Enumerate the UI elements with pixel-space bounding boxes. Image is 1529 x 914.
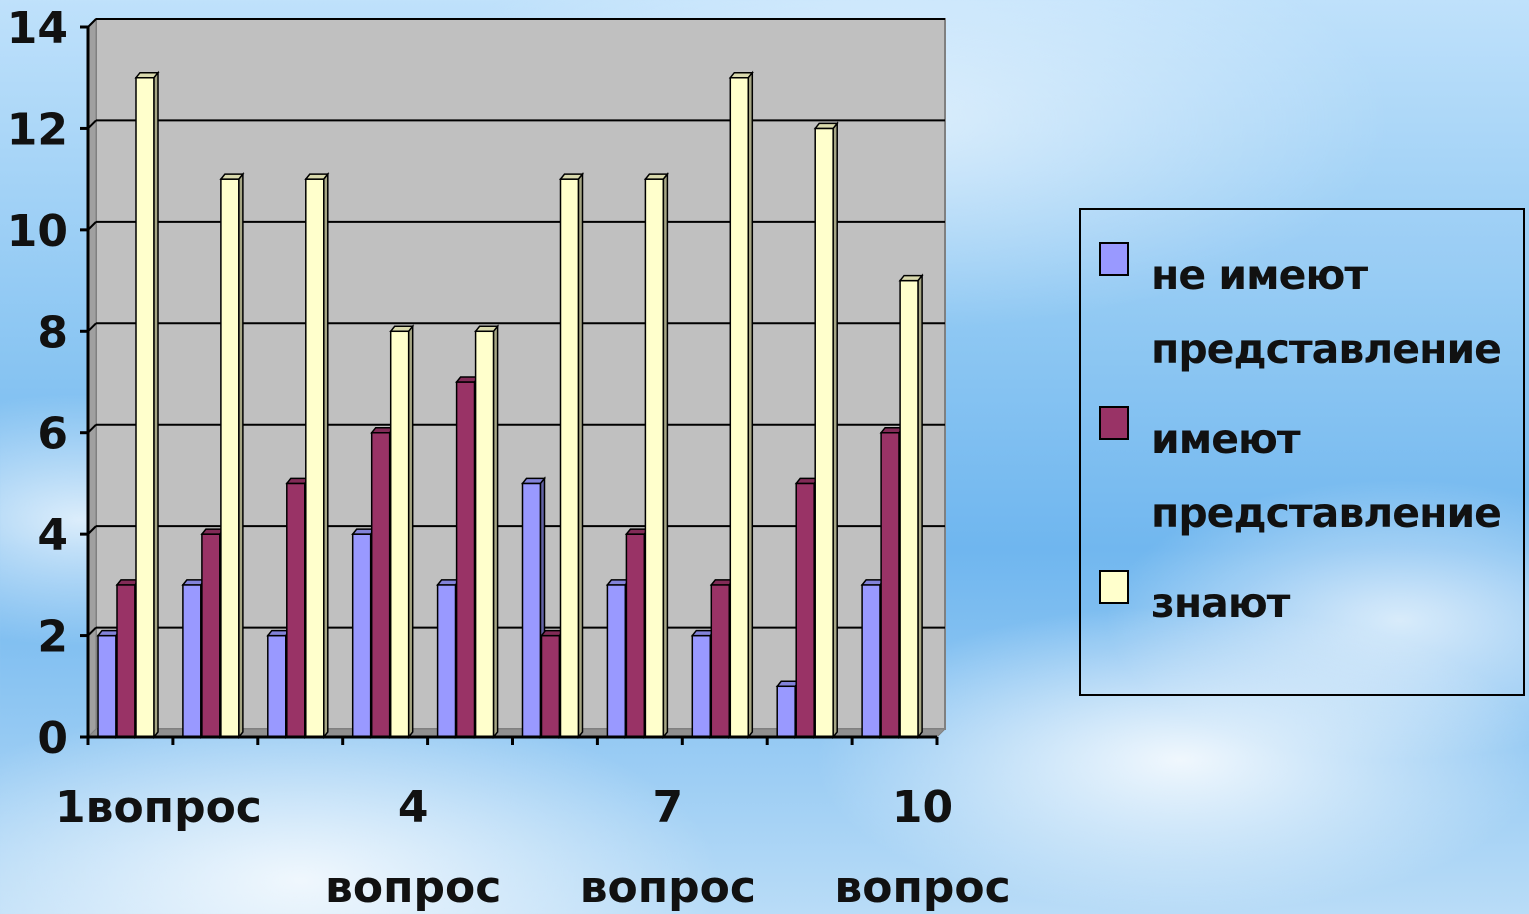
bar-front [305, 178, 325, 738]
bar-front [880, 431, 900, 738]
y-tick-label: 2 [37, 612, 68, 663]
bar-series-2-cat-8 [813, 121, 839, 740]
bar-series-2-cat-4 [474, 324, 500, 740]
bar-front [899, 279, 919, 738]
bar-side [832, 121, 838, 740]
y-tick-label: 14 [7, 3, 68, 54]
bar-front [389, 330, 410, 738]
bar-front [710, 584, 731, 738]
bar-series-2-cat-6 [643, 172, 669, 740]
bar-series-2-cat-3 [389, 324, 415, 740]
bar-front [776, 685, 796, 738]
axes [80, 25, 939, 745]
bar-side [662, 172, 669, 740]
legend-label-line: не имеют [1151, 251, 1368, 299]
y-tick-label: 8 [37, 307, 68, 358]
x-tick-label-line: 1вопрос [55, 782, 262, 833]
legend-swatch-znayut [1099, 570, 1129, 604]
bar-front [182, 584, 202, 738]
bar-series-2-cat-1 [219, 172, 245, 740]
bar-front [351, 533, 372, 738]
legend-label-znayut: знают [1151, 566, 1529, 640]
bar-side [153, 70, 159, 740]
bar-front [135, 76, 155, 738]
bar-front [116, 584, 136, 738]
legend-label-line: представление [1151, 489, 1502, 537]
x-tick-label: 7 вопрос [580, 782, 756, 913]
x-tick-label-line: 7 [653, 782, 684, 833]
bar-front [540, 634, 561, 738]
bar-front [729, 76, 750, 738]
x-axis-tick-labels: 1вопрос 4 вопрос 7 вопрос 10 вопрос [55, 782, 1011, 913]
x-tick-label-line: вопрос [580, 862, 756, 913]
y-tick-label: 10 [7, 206, 68, 257]
bar-front [220, 178, 240, 738]
bar-front [474, 330, 495, 738]
chart-legend: не имеют представление имеют представлен… [1079, 208, 1525, 696]
bar-series-2-cat-7 [728, 70, 754, 740]
x-tick-label: 1вопрос [55, 782, 262, 833]
gridline [87, 18, 97, 28]
bar-front [644, 178, 665, 738]
bar-side [323, 172, 329, 740]
x-tick-label-line: 4 [398, 782, 429, 833]
bar-front [606, 584, 627, 738]
bar-front [201, 533, 221, 738]
bar-front [691, 634, 712, 738]
legend-label-imeyut: имеют представление [1151, 402, 1529, 550]
legend-label-line: знают [1151, 579, 1290, 627]
x-tick-label-line: 10 [892, 782, 953, 833]
bar-front [455, 381, 476, 738]
y-tick-label: 4 [37, 510, 68, 561]
bar-front [814, 127, 834, 738]
y-tick-label: 6 [37, 409, 68, 460]
x-tick-label: 4 вопрос [325, 782, 501, 913]
x-tick-label-line: вопрос [834, 862, 1010, 913]
y-axis-tick-labels: 0 2 4 6 8 10 12 14 [7, 3, 68, 764]
bar-series-2-cat-5 [558, 172, 585, 740]
bar-front [559, 178, 580, 738]
legend-swatch-imeyut [1099, 406, 1129, 440]
legend-label-line: представление [1151, 325, 1502, 373]
bar-front [97, 634, 117, 738]
bar-side [492, 324, 499, 740]
bar-series-2-cat-2 [304, 172, 330, 740]
bar-front [795, 482, 815, 738]
bars [96, 70, 924, 740]
bar-series-2-cat-9 [898, 273, 924, 740]
bar-front [286, 482, 306, 738]
y-tick-label: 12 [7, 104, 68, 155]
bar-series-2-cat-0 [134, 70, 160, 740]
y-tick-label: 0 [37, 713, 68, 764]
legend-label-ne-imeyut: не имеют представление [1151, 238, 1529, 386]
bar-front [370, 431, 391, 738]
bar-front [267, 634, 287, 738]
legend-label-line: имеют [1151, 415, 1301, 463]
bar-front [861, 584, 881, 738]
bar-side [577, 172, 584, 740]
x-tick-label-line: вопрос [325, 862, 501, 913]
bar-side [747, 70, 754, 740]
bar-side [407, 324, 414, 740]
legend-swatch-ne-imeyut [1099, 242, 1129, 276]
bar-front [625, 533, 646, 738]
x-tick-label: 10 вопрос [834, 782, 1010, 913]
bar-side [238, 172, 244, 740]
bar-front [521, 482, 542, 738]
bar-side [917, 273, 923, 740]
bar-front [436, 584, 457, 738]
